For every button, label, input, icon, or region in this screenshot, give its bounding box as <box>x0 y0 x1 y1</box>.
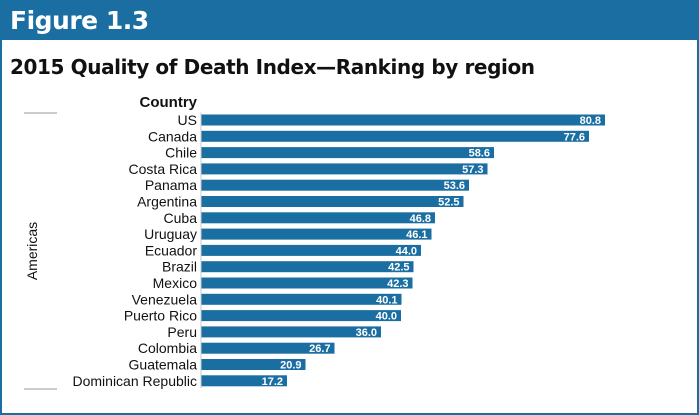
bar <box>201 293 402 305</box>
category-label: Puerto Rico <box>124 308 197 324</box>
value-label: 58.6 <box>469 148 490 160</box>
bar <box>201 228 432 240</box>
group-label: Americas <box>24 222 40 280</box>
category-label: Brazil <box>162 259 197 275</box>
value-label: 53.6 <box>444 180 465 192</box>
value-label: 26.7 <box>309 343 330 355</box>
value-label: 42.5 <box>388 262 409 274</box>
value-label: 40.0 <box>376 311 397 323</box>
category-label: Guatemala <box>129 357 198 373</box>
category-label: US <box>178 112 197 128</box>
value-label: 46.1 <box>406 229 427 241</box>
bar <box>201 310 401 322</box>
bar <box>201 261 414 273</box>
bar <box>201 130 589 142</box>
category-label: Chile <box>165 145 197 161</box>
figure-label: Figure 1.3 <box>10 6 149 35</box>
category-label: Mexico <box>153 275 198 291</box>
category-label: Argentina <box>137 194 197 210</box>
bar <box>201 179 469 191</box>
chart-title: 2015 Quality of Death Index—Ranking by r… <box>10 55 535 79</box>
value-label: 77.6 <box>564 131 585 143</box>
bar <box>201 375 287 387</box>
value-label: 20.9 <box>280 360 301 372</box>
value-label: 40.1 <box>376 294 397 306</box>
category-label: Colombia <box>138 340 197 356</box>
value-label: 57.3 <box>462 164 483 176</box>
bar <box>201 114 605 126</box>
category-label: Ecuador <box>145 242 197 258</box>
category-label: Uruguay <box>144 226 197 242</box>
category-label: Panama <box>145 177 197 193</box>
bar <box>201 244 421 256</box>
category-label: Canada <box>148 128 197 144</box>
chart-layer: Country Americas US 80.8 Canada 77.6 Chile 58.6… <box>24 94 605 390</box>
bar <box>201 163 488 175</box>
category-header: Country <box>140 94 198 111</box>
value-label: 52.5 <box>438 197 459 209</box>
bar <box>201 212 435 224</box>
bar <box>201 342 335 354</box>
category-label: Cuba <box>164 210 198 226</box>
bar <box>201 359 306 370</box>
category-label: Costa Rica <box>129 161 198 177</box>
value-label: 36.0 <box>356 327 377 339</box>
category-label: Peru <box>167 324 197 340</box>
value-label: 44.0 <box>396 245 417 257</box>
value-label: 42.3 <box>387 278 408 290</box>
category-label: Dominican Republic <box>72 373 197 389</box>
bar <box>201 147 494 159</box>
figure-header: Figure 1.3 <box>2 2 697 40</box>
bar <box>201 277 413 289</box>
value-label: 80.8 <box>580 115 601 127</box>
bar <box>201 196 464 207</box>
value-label: 17.2 <box>262 376 283 388</box>
category-label: Venezuela <box>132 291 198 307</box>
bar <box>201 326 381 338</box>
value-label: 46.8 <box>410 213 431 225</box>
